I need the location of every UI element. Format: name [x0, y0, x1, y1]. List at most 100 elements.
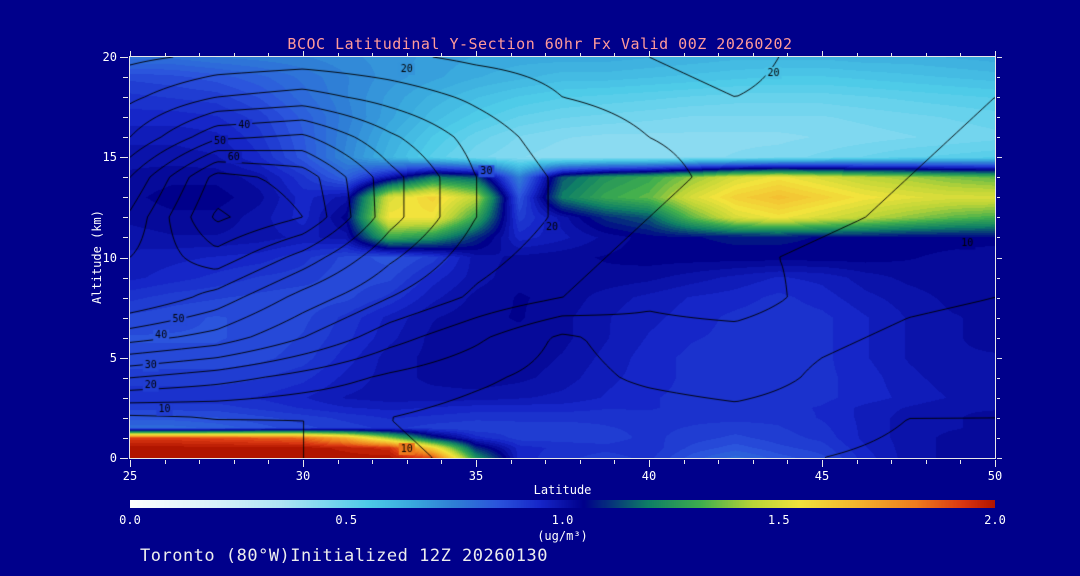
tick-mark — [123, 97, 128, 98]
tick-mark — [614, 460, 615, 464]
tick-mark — [123, 378, 128, 379]
tick-mark — [476, 460, 477, 467]
tick-mark — [997, 338, 1000, 339]
tick-mark — [120, 157, 128, 158]
tick-mark — [997, 177, 1000, 178]
tick-mark — [123, 338, 128, 339]
tick-mark — [997, 157, 1002, 158]
tick-mark — [995, 460, 996, 467]
cross-section-plot-canvas — [130, 57, 995, 458]
x-tick-label: 30 — [295, 469, 311, 483]
x-tick-label: 45 — [814, 469, 830, 483]
tick-mark — [684, 53, 685, 56]
tick-mark — [123, 418, 128, 419]
tick-mark — [234, 53, 235, 56]
tick-mark — [960, 53, 961, 56]
tick-mark — [123, 237, 128, 238]
tick-mark — [123, 197, 128, 198]
tick-mark — [338, 53, 339, 56]
y-tick-label: 0 — [109, 451, 117, 465]
tick-mark — [995, 51, 996, 56]
x-tick-label: 35 — [468, 469, 484, 483]
y-tick-label: 10 — [102, 250, 117, 265]
tick-mark — [997, 258, 1002, 259]
tick-mark — [997, 197, 1000, 198]
tick-mark — [997, 358, 1002, 359]
tick-mark — [580, 460, 581, 464]
tick-mark — [997, 217, 1000, 218]
tick-mark — [165, 53, 166, 56]
tick-mark — [997, 237, 1000, 238]
tick-mark — [199, 53, 200, 56]
y-tick-label: 5 — [109, 350, 117, 365]
tick-mark — [372, 53, 373, 56]
tick-mark — [123, 438, 128, 439]
tick-mark — [997, 318, 1000, 319]
tick-mark — [303, 460, 304, 467]
tick-mark — [123, 278, 128, 279]
tick-mark — [997, 117, 1000, 118]
tick-mark — [857, 460, 858, 464]
plot-frame — [129, 56, 996, 459]
tick-mark — [997, 137, 1000, 138]
colorbar-tick-label: 0.0 — [119, 513, 141, 527]
tick-mark — [891, 53, 892, 56]
y-tick-label: 15 — [102, 150, 117, 165]
tick-mark — [649, 460, 650, 467]
tick-mark — [787, 460, 788, 464]
x-tick-label: 40 — [641, 469, 657, 483]
tick-mark — [123, 77, 128, 78]
tick-mark — [926, 460, 927, 464]
tick-mark — [997, 97, 1000, 98]
tick-mark — [441, 53, 442, 56]
tick-mark — [130, 460, 131, 467]
footer-caption: Toronto (80°W)Initialized 12Z 20260130 — [140, 546, 548, 566]
tick-mark — [960, 460, 961, 464]
colorbar — [130, 500, 995, 508]
colorbar-tick-label: 1.5 — [767, 513, 790, 527]
tick-mark — [891, 460, 892, 464]
tick-mark — [997, 77, 1000, 78]
tick-mark — [997, 278, 1000, 279]
tick-mark — [123, 298, 128, 299]
tick-mark — [407, 460, 408, 464]
tick-mark — [545, 53, 546, 56]
tick-mark — [123, 318, 128, 319]
tick-mark — [822, 460, 823, 467]
tick-mark — [649, 51, 650, 56]
tick-mark — [580, 53, 581, 56]
tick-mark — [997, 438, 1000, 439]
tick-mark — [268, 460, 269, 464]
tick-mark — [165, 460, 166, 464]
tick-mark — [130, 51, 131, 56]
tick-mark — [407, 53, 408, 56]
tick-mark — [303, 51, 304, 56]
tick-mark — [822, 51, 823, 56]
tick-mark — [997, 398, 1000, 399]
tick-mark — [787, 53, 788, 56]
tick-mark — [545, 460, 546, 464]
tick-mark — [338, 460, 339, 464]
tick-mark — [123, 137, 128, 138]
tick-mark — [123, 177, 128, 178]
colorbar-tick-label: 1.0 — [551, 513, 574, 527]
tick-mark — [120, 258, 128, 259]
x-tick-label: 25 — [122, 469, 138, 483]
tick-mark — [476, 51, 477, 56]
tick-mark — [123, 117, 128, 118]
tick-mark — [997, 298, 1000, 299]
tick-mark — [614, 53, 615, 56]
tick-mark — [120, 57, 128, 58]
tick-mark — [372, 460, 373, 464]
x-tick-label: 50 — [987, 469, 1003, 483]
tick-mark — [199, 460, 200, 464]
tick-mark — [997, 57, 1002, 58]
tick-mark — [511, 460, 512, 464]
tick-mark — [441, 460, 442, 464]
tick-mark — [753, 460, 754, 464]
tick-mark — [718, 460, 719, 464]
tick-mark — [753, 53, 754, 56]
tick-mark — [718, 53, 719, 56]
tick-mark — [120, 458, 128, 459]
